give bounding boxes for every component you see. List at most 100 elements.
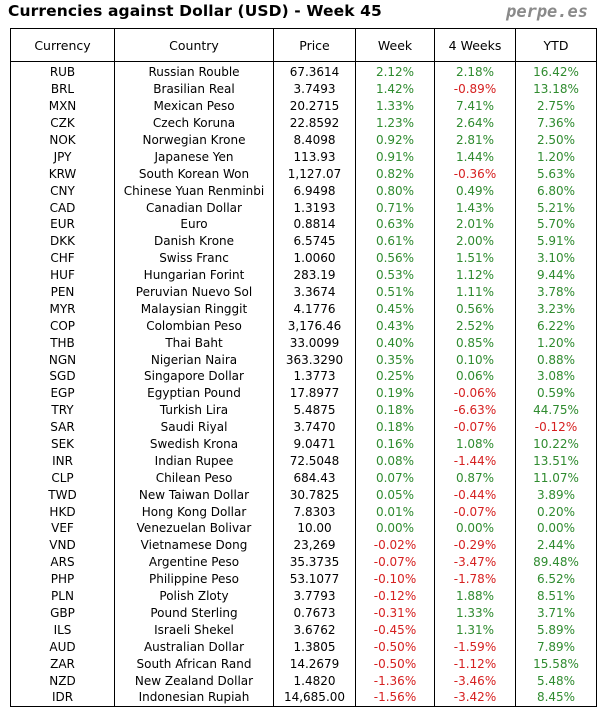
table-header-row: Currency Country Price Week 4 Weeks YTD [10, 28, 597, 62]
table-row: CZK Czech Koruna 22.8592 1.23% 2.64% 7.36% [10, 114, 597, 132]
column-header-currency[interactable]: Currency [10, 28, 115, 62]
currency-code-cell: INR [10, 452, 115, 470]
ytd-change-cell: 15.58% [515, 655, 597, 673]
table-row: KRW South Korean Won 1,127.07 0.82% -0.36% 5.… [10, 165, 597, 183]
week-change-cell: -0.02% [355, 536, 435, 554]
country-name-cell: Turkish Lira [114, 401, 274, 419]
four-week-change-cell: -3.47% [434, 553, 516, 571]
currency-code-cell: ILS [10, 621, 115, 639]
country-name-cell: Russian Rouble [114, 61, 274, 81]
currency-code-cell: TRY [10, 401, 115, 419]
currency-code-cell: NGN [10, 351, 115, 369]
table-row: DKK Danish Krone 6.5745 0.61% 2.00% 5.91% [10, 232, 597, 250]
currency-code-cell: VND [10, 536, 115, 554]
country-name-cell: Singapore Dollar [114, 368, 274, 385]
price-cell: 53.1077 [273, 570, 356, 588]
currency-code-cell: NOK [10, 131, 115, 149]
ytd-change-cell: 8.51% [515, 587, 597, 605]
country-name-cell: Peruvian Nuevo Sol [114, 283, 274, 301]
currency-code-cell: COP [10, 317, 115, 335]
table-row: ARS Argentine Peso 35.3735 -0.07% -3.47% 89.4… [10, 553, 597, 571]
week-change-cell: 0.05% [355, 486, 435, 504]
currency-code-cell: RUB [10, 61, 115, 81]
week-change-cell: 0.18% [355, 418, 435, 436]
country-name-cell: New Zealand Dollar [114, 672, 274, 689]
week-change-cell: 0.82% [355, 165, 435, 183]
four-week-change-cell: 1.43% [434, 199, 516, 217]
country-name-cell: Polish Zloty [114, 587, 274, 605]
ytd-change-cell: 5.89% [515, 621, 597, 639]
week-change-cell: 0.53% [355, 266, 435, 284]
price-cell: 4.1776 [273, 300, 356, 318]
four-week-change-cell: 0.49% [434, 182, 516, 200]
week-change-cell: 0.63% [355, 216, 435, 233]
four-week-change-cell: 2.01% [434, 216, 516, 233]
week-change-cell: 0.91% [355, 148, 435, 166]
price-cell: 113.93 [273, 148, 356, 166]
currency-code-cell: MXN [10, 97, 115, 115]
table-row: EUR Euro 0.8814 0.63% 2.01% 5.70% [10, 216, 597, 233]
ytd-change-cell: 10.22% [515, 435, 597, 453]
table-row: PLN Polish Zloty 3.7793 -0.12% 1.88% 8.51% [10, 587, 597, 605]
table-row: MXN Mexican Peso 20.2715 1.33% 7.41% 2.75% [10, 97, 597, 115]
price-cell: 1.3805 [273, 638, 356, 656]
column-header-price[interactable]: Price [273, 28, 356, 62]
price-cell: 72.5048 [273, 452, 356, 470]
price-cell: 35.3735 [273, 553, 356, 571]
four-week-change-cell: 0.87% [434, 469, 516, 487]
currency-code-cell: VEF [10, 520, 115, 537]
week-change-cell: 0.40% [355, 334, 435, 352]
table-row: CLP Chilean Peso 684.43 0.07% 0.87% 11.07% [10, 469, 597, 487]
ytd-change-cell: 5.63% [515, 165, 597, 183]
country-name-cell: Canadian Dollar [114, 199, 274, 217]
week-change-cell: 0.43% [355, 317, 435, 335]
week-change-cell: -0.31% [355, 604, 435, 622]
currency-code-cell: IDR [10, 688, 115, 707]
ytd-change-cell: 5.48% [515, 672, 597, 689]
four-week-change-cell: 1.88% [434, 587, 516, 605]
table-row: VEF Venezuelan Bolivar 10.00 0.00% 0.00% 0.00… [10, 520, 597, 537]
four-week-change-cell: 1.08% [434, 435, 516, 453]
four-week-change-cell: -1.59% [434, 638, 516, 656]
table-row: IDR Indonesian Rupiah 14,685.00 -1.56% -3.42… [10, 688, 597, 707]
country-name-cell: Saudi Riyal [114, 418, 274, 436]
four-week-change-cell: -1.12% [434, 655, 516, 673]
price-cell: 3.7470 [273, 418, 356, 436]
four-week-change-cell: 2.64% [434, 114, 516, 132]
four-week-change-cell: -0.36% [434, 165, 516, 183]
country-name-cell: Argentine Peso [114, 553, 274, 571]
country-name-cell: Colombian Peso [114, 317, 274, 335]
week-change-cell: 0.25% [355, 368, 435, 385]
ytd-change-cell: 89.48% [515, 553, 597, 571]
column-header-4-weeks[interactable]: 4 Weeks [434, 28, 516, 62]
country-name-cell: Mexican Peso [114, 97, 274, 115]
currency-code-cell: BRL [10, 80, 115, 98]
price-cell: 8.4098 [273, 131, 356, 149]
column-header-week[interactable]: Week [355, 28, 435, 62]
price-cell: 1,127.07 [273, 165, 356, 183]
currency-table: Currency Country Price Week 4 Weeks YTD … [10, 28, 597, 707]
ytd-change-cell: 5.91% [515, 232, 597, 250]
table-row: PEN Peruvian Nuevo Sol 3.3674 0.51% 1.11% 3.7… [10, 283, 597, 301]
week-change-cell: -1.56% [355, 688, 435, 707]
price-cell: 14,685.00 [273, 688, 356, 707]
currency-code-cell: HUF [10, 266, 115, 284]
ytd-change-cell: 3.23% [515, 300, 597, 318]
table-row: HKD Hong Kong Dollar 7.8303 0.01% -0.07% 0.20… [10, 503, 597, 521]
column-header-ytd[interactable]: YTD [515, 28, 597, 62]
country-name-cell: Hungarian Forint [114, 266, 274, 284]
currency-code-cell: NZD [10, 672, 115, 689]
currency-code-cell: ARS [10, 553, 115, 571]
price-cell: 22.8592 [273, 114, 356, 132]
country-name-cell: Malaysian Ringgit [114, 300, 274, 318]
country-name-cell: Euro [114, 216, 274, 233]
currency-code-cell: SEK [10, 435, 115, 453]
column-header-country[interactable]: Country [114, 28, 274, 62]
table-row: EGP Egyptian Pound 17.8977 0.19% -0.06% 0.59% [10, 384, 597, 402]
table-row: CAD Canadian Dollar 1.3193 0.71% 1.43% 5.21% [10, 199, 597, 217]
country-name-cell: Swiss Franc [114, 249, 274, 267]
price-cell: 283.19 [273, 266, 356, 284]
table-row: TRY Turkish Lira 5.4875 0.18% -6.63% 44.75% [10, 401, 597, 419]
four-week-change-cell: 1.11% [434, 283, 516, 301]
week-change-cell: 1.23% [355, 114, 435, 132]
